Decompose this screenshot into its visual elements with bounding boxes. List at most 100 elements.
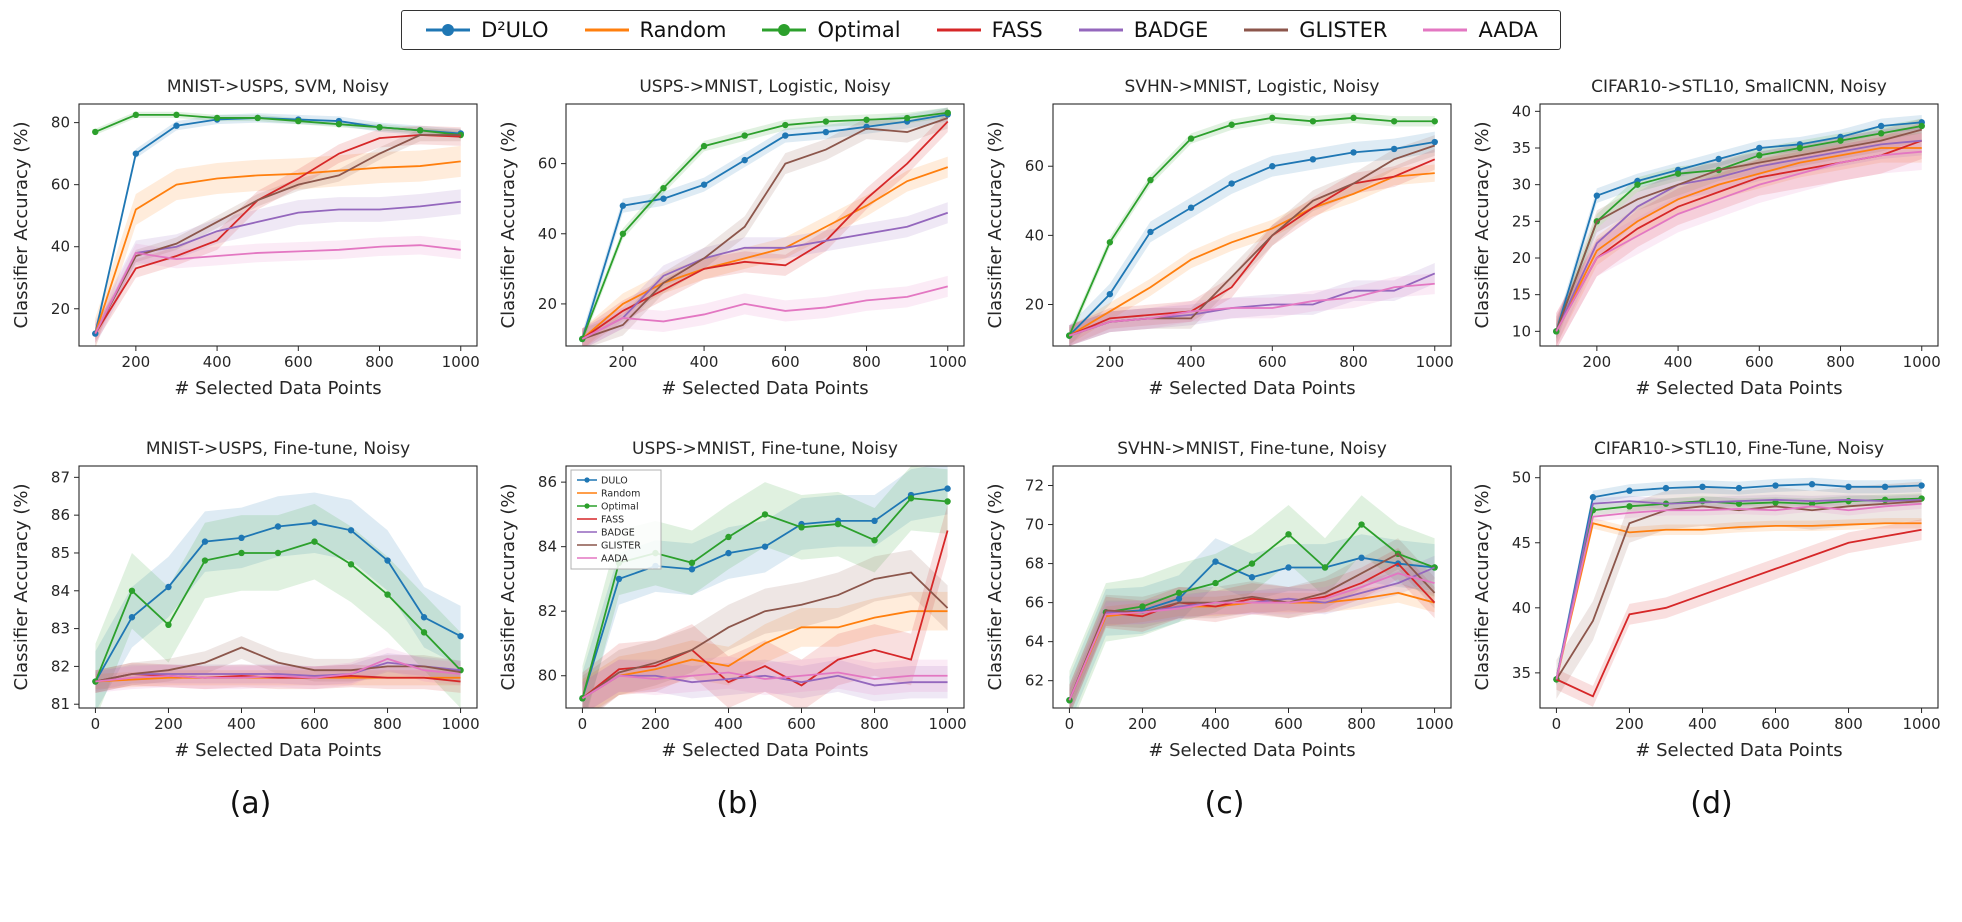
svg-text:0: 0 <box>577 715 587 733</box>
chart-3: 200 400 600 800 1000 10 15 20 25 30 35 40 CIFAR10->S… <box>1472 77 1941 399</box>
svg-text:80: 80 <box>537 667 556 685</box>
svg-text:84: 84 <box>50 582 69 600</box>
band-BADGE <box>581 659 948 708</box>
svg-text:82: 82 <box>537 602 556 620</box>
line-BADGE <box>581 674 948 700</box>
chart-0: 200 400 600 800 1000 20 40 60 80 MNIST->USPS, SVM… <box>11 77 480 399</box>
chart-cell-3: 200 400 600 800 1000 10 15 20 25 30 35 40 CIFAR10->S… <box>1468 74 1955 406</box>
band-AADA <box>581 656 948 708</box>
svg-text:600: 600 <box>1744 353 1773 371</box>
inner-legend-label: BADGE <box>601 528 635 539</box>
svg-text:800: 800 <box>365 353 394 371</box>
line-AADA <box>1068 572 1435 701</box>
svg-text:800: 800 <box>1347 715 1376 733</box>
marker-D²ULO <box>456 632 464 640</box>
marker-D²ULO <box>1248 574 1255 581</box>
marker-Optimal <box>1881 496 1888 504</box>
svg-text:200: 200 <box>641 715 670 733</box>
caption-a: (a) <box>229 786 272 821</box>
marker-Optimal <box>1918 122 1925 130</box>
y-axis-label: Classifier Accuracy (%) <box>11 122 32 329</box>
marker-Optimal <box>1771 499 1779 506</box>
marker-Optimal <box>335 120 342 128</box>
x-axis-label: # Selected Data Points <box>661 740 868 761</box>
svg-text:15: 15 <box>1511 286 1530 304</box>
marker-Optimal <box>132 111 139 119</box>
chart-title: CIFAR10->STL10, Fine-Tune, Noisy <box>1593 439 1883 459</box>
line-AADA <box>581 671 948 700</box>
svg-text:1000: 1000 <box>1415 715 1453 733</box>
line-AADA <box>1068 282 1435 337</box>
chart-cell-5: 0 200 400 600 800 1000 80 82 84 86 USPS->MNIST, Fi… <box>494 436 981 768</box>
svg-text:400: 400 <box>1201 715 1230 733</box>
series-lines <box>1065 114 1438 339</box>
inner-legend-label: DULO <box>601 476 628 487</box>
caption-d: (d) <box>1690 786 1733 821</box>
marker-Optimal <box>903 114 910 122</box>
band-GLISTER <box>94 636 461 693</box>
svg-text:40: 40 <box>537 225 556 243</box>
x-axis-label: # Selected Data Points <box>174 378 381 399</box>
marker-D²ULO <box>619 202 626 209</box>
band-BADGE <box>1068 555 1435 708</box>
marker-Optimal <box>1625 503 1633 510</box>
line-D²ULO <box>580 113 948 340</box>
marker-D²ULO <box>201 538 208 545</box>
y-axis-label: Classifier Accuracy (%) <box>1472 122 1493 329</box>
line-Random <box>1068 172 1435 337</box>
svg-text:600: 600 <box>1761 715 1790 733</box>
marker-D²ULO <box>1877 122 1884 130</box>
legend-line-icon <box>584 28 629 32</box>
marker-Optimal <box>1248 560 1255 567</box>
band-FASS <box>1555 122 1922 346</box>
line-Optimal <box>94 113 461 136</box>
legend-line-icon <box>1078 28 1123 32</box>
marker-D²ULO <box>310 519 318 526</box>
confidence-bands <box>581 107 948 346</box>
legend-item-GLISTER: GLISTER <box>1242 18 1387 42</box>
line-Random <box>1555 522 1922 680</box>
svg-text:400: 400 <box>202 353 231 371</box>
line-FASS <box>93 134 461 335</box>
line-Random <box>581 166 948 340</box>
confidence-bands <box>94 492 461 708</box>
caption-b: (b) <box>716 786 759 821</box>
line-FASS <box>581 120 948 340</box>
svg-text:0: 0 <box>90 715 100 733</box>
marker-Optimal <box>761 511 768 518</box>
plot-border <box>1051 103 1452 347</box>
marker-Optimal <box>1211 579 1219 587</box>
svg-text:72: 72 <box>1024 477 1043 495</box>
line-FASS <box>94 673 461 683</box>
x-axis-label: # Selected Data Points <box>1635 740 1842 761</box>
line-D²ULO <box>1068 141 1435 337</box>
legend-item-Random: Random <box>583 18 726 42</box>
chart-cell-1: 200 400 600 800 1000 20 40 60 USPS->MNIST, Logis… <box>494 74 981 406</box>
marker-Optimal <box>172 111 180 119</box>
marker-Optimal <box>213 114 220 122</box>
svg-text:20: 20 <box>50 300 69 318</box>
line-AADA <box>1554 150 1922 332</box>
marker-D²ULO <box>1698 483 1706 491</box>
legend-label: AADA <box>1478 18 1538 42</box>
svg-text:200: 200 <box>1095 353 1124 371</box>
axis-ticks: 0 200 400 600 800 1000 62 64 66 68 70 72 <box>1024 477 1453 733</box>
marker-Optimal <box>347 561 354 568</box>
svg-text:1000: 1000 <box>441 715 479 733</box>
chart-title: SVHN->MNIST, Logistic, Noisy <box>1124 77 1379 97</box>
svg-text:40: 40 <box>50 238 69 256</box>
inner-legend-label: AADA <box>601 554 628 565</box>
legend-line-icon <box>426 24 471 36</box>
marker-Optimal <box>375 124 383 131</box>
svg-text:68: 68 <box>1024 555 1043 573</box>
marker-D²ULO <box>761 543 768 550</box>
svg-text:1000: 1000 <box>1415 353 1453 371</box>
plot-border <box>564 103 965 347</box>
svg-text:20: 20 <box>1024 296 1043 314</box>
marker-Optimal <box>128 587 135 594</box>
svg-text:800: 800 <box>1834 715 1863 733</box>
svg-text:200: 200 <box>1582 353 1611 371</box>
marker-Optimal <box>700 142 707 150</box>
marker-D²ULO <box>1714 155 1722 163</box>
legend-label: D²ULO <box>481 18 549 42</box>
